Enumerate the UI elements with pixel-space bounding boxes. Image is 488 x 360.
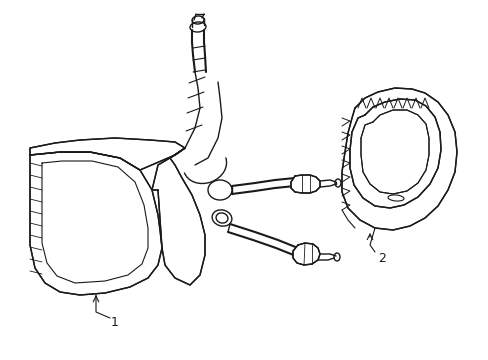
Polygon shape bbox=[152, 148, 204, 285]
Polygon shape bbox=[360, 110, 428, 194]
Text: 2: 2 bbox=[377, 252, 385, 265]
Text: 1: 1 bbox=[111, 315, 119, 328]
Polygon shape bbox=[290, 175, 319, 193]
Polygon shape bbox=[30, 152, 162, 295]
Polygon shape bbox=[292, 243, 319, 265]
Polygon shape bbox=[349, 99, 440, 208]
Polygon shape bbox=[341, 88, 456, 230]
Polygon shape bbox=[30, 138, 184, 170]
